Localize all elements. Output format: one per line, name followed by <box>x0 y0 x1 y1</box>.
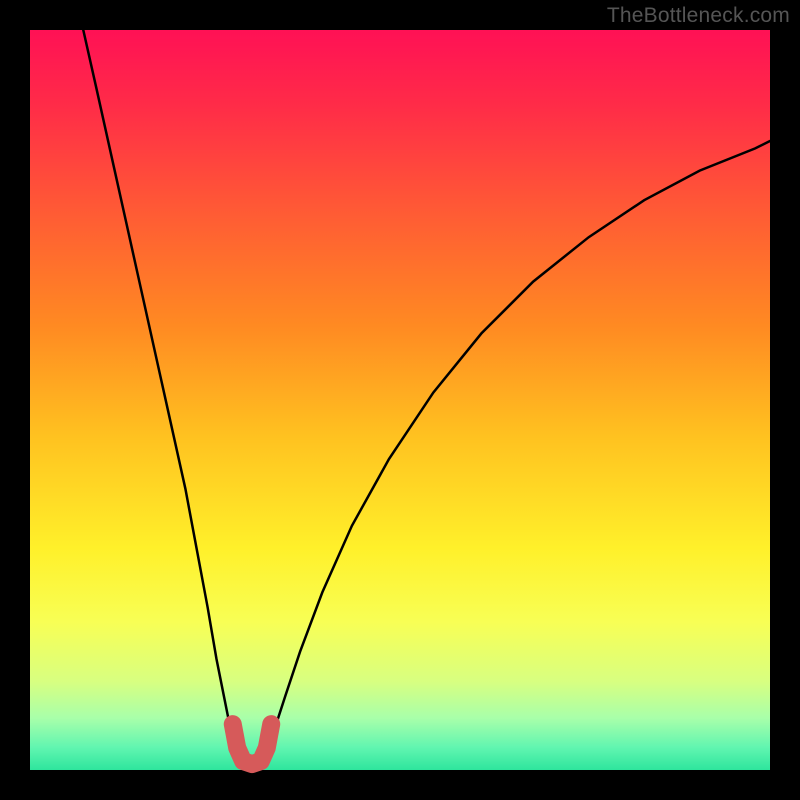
plot-background <box>30 30 770 770</box>
bottleneck-chart <box>0 0 800 800</box>
watermark-text: TheBottleneck.com <box>607 4 790 28</box>
chart-container: TheBottleneck.com <box>0 0 800 800</box>
